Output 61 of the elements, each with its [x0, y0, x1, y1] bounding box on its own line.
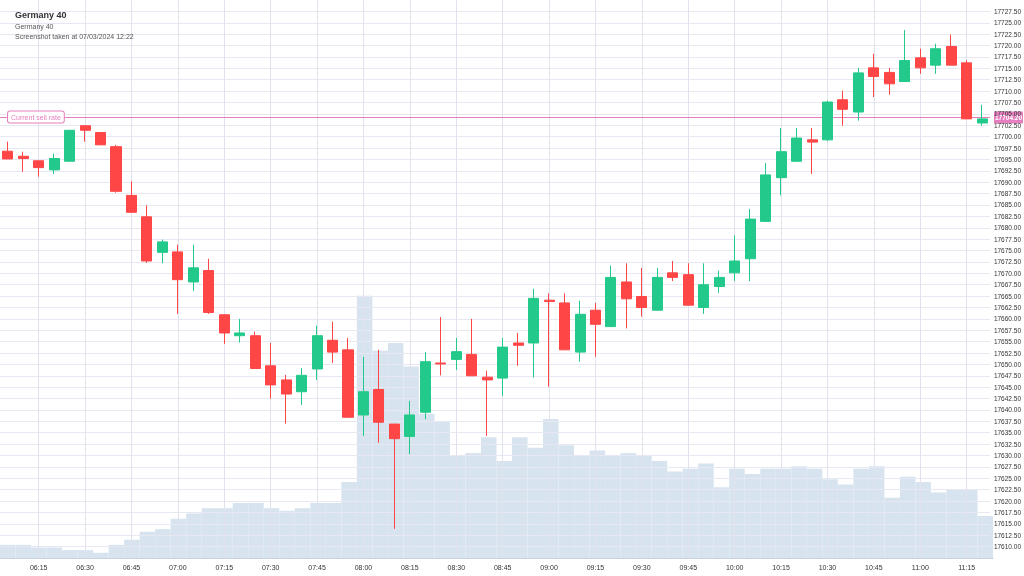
- candlestick: [977, 104, 988, 127]
- candlestick: [482, 370, 493, 437]
- candlestick: [636, 267, 647, 318]
- candlestick: [265, 342, 276, 400]
- candlestick: [961, 59, 972, 120]
- candlestick: [605, 265, 616, 328]
- candlestick: [590, 302, 601, 358]
- candlestick: [2, 141, 13, 160]
- candlestick: [837, 90, 848, 127]
- candlestick: [157, 239, 168, 264]
- candlestick: [698, 262, 709, 315]
- candlestick: [822, 100, 833, 142]
- candlestick: [946, 34, 957, 66]
- candlestick: [203, 258, 214, 315]
- text: Germany 40: [15, 9, 67, 20]
- candlestick: [466, 318, 477, 377]
- candlestick: [188, 244, 199, 292]
- candlestick: [250, 331, 261, 370]
- candlestick: [760, 162, 771, 222]
- candlestick: [342, 337, 354, 418]
- candlestick: [930, 43, 941, 75]
- candlestick: [234, 318, 245, 344]
- candlestick: [807, 127, 818, 175]
- candlestick: [729, 235, 740, 282]
- candlestick: [33, 160, 44, 178]
- candlestick: [667, 260, 678, 282]
- candlestick: [126, 180, 137, 213]
- candlestick: [312, 325, 323, 381]
- candlestick: [80, 125, 91, 143]
- candlestick: [49, 153, 60, 175]
- candlestick: [451, 337, 462, 371]
- candlestick: [497, 337, 508, 397]
- candlestick: [621, 262, 632, 329]
- candlestick: [64, 129, 75, 162]
- candlestick: [281, 374, 292, 425]
- candlestick: [18, 151, 29, 173]
- candlestick: [575, 300, 586, 363]
- candlestick: [652, 267, 663, 311]
- candlestick: [327, 321, 338, 364]
- candlestick: [420, 351, 431, 420]
- candlestick: [791, 127, 802, 162]
- candlestick: [683, 262, 694, 306]
- candlestick: [559, 292, 570, 351]
- candlestick: [899, 29, 910, 83]
- candlestick: [141, 204, 152, 264]
- candlestick: [110, 144, 122, 194]
- candlestick: [884, 67, 895, 96]
- candlestick: [172, 244, 183, 315]
- candlestick: [219, 314, 230, 345]
- candlestick: [745, 208, 756, 282]
- candlestick: [95, 132, 106, 146]
- candlestick: [513, 332, 524, 367]
- candlestick: [714, 270, 725, 294]
- candlestick: [853, 67, 864, 122]
- candlestick: [528, 288, 539, 379]
- candlestick: [435, 316, 446, 376]
- candlestick: [776, 127, 787, 196]
- candlestick: [915, 48, 926, 75]
- candlestick: [544, 292, 555, 388]
- candlestick: [868, 53, 879, 98]
- candlestick: [296, 367, 307, 406]
